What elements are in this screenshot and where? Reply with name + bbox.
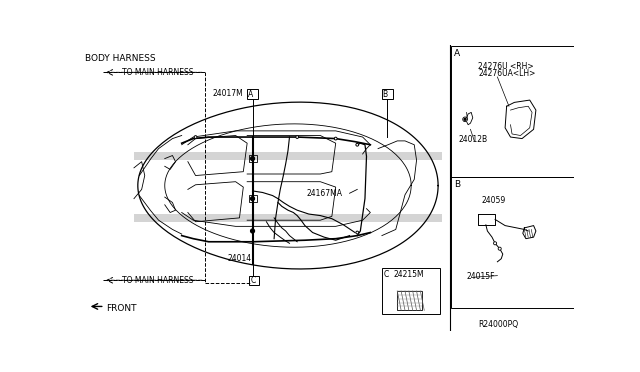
Bar — [451, 46, 575, 177]
Text: 24014: 24014 — [228, 254, 252, 263]
Circle shape — [356, 231, 358, 234]
Text: 24276UA<LH>: 24276UA<LH> — [478, 69, 536, 78]
Text: 24012B: 24012B — [459, 135, 488, 144]
Text: TO MAIN HARNESS: TO MAIN HARNESS — [122, 68, 193, 77]
Circle shape — [356, 143, 358, 146]
Text: B: B — [454, 180, 460, 189]
Circle shape — [251, 157, 255, 161]
Bar — [397, 291, 422, 310]
Circle shape — [251, 229, 255, 233]
Circle shape — [334, 137, 337, 140]
Circle shape — [296, 136, 299, 138]
Bar — [382, 89, 393, 99]
Text: FRONT: FRONT — [106, 304, 137, 313]
Text: 24167MA: 24167MA — [307, 189, 342, 198]
Text: B: B — [383, 90, 388, 99]
Text: TO MAIN HARNESS: TO MAIN HARNESS — [122, 276, 193, 285]
Text: A: A — [248, 90, 253, 99]
Text: C: C — [383, 270, 388, 279]
Text: C: C — [250, 276, 255, 285]
Text: 24015F: 24015F — [467, 272, 495, 281]
Circle shape — [463, 117, 467, 122]
Text: BODY HARNESS: BODY HARNESS — [86, 54, 156, 63]
Text: 24017M: 24017M — [212, 89, 243, 98]
Text: 24059: 24059 — [482, 196, 506, 205]
Circle shape — [493, 242, 497, 245]
Bar — [134, 153, 442, 160]
Bar — [250, 276, 259, 285]
Bar — [247, 89, 258, 99]
Text: A: A — [454, 49, 460, 58]
Circle shape — [464, 118, 466, 120]
Bar — [382, 268, 440, 314]
Text: 24276U <RH>: 24276U <RH> — [478, 62, 534, 71]
Bar — [134, 214, 442, 222]
Text: 24215M: 24215M — [394, 270, 424, 279]
Bar — [250, 155, 257, 163]
Circle shape — [251, 197, 255, 201]
Circle shape — [194, 136, 197, 138]
Circle shape — [498, 247, 501, 250]
Bar — [250, 195, 257, 202]
Text: R24000PQ: R24000PQ — [478, 320, 518, 329]
Bar — [451, 177, 575, 308]
